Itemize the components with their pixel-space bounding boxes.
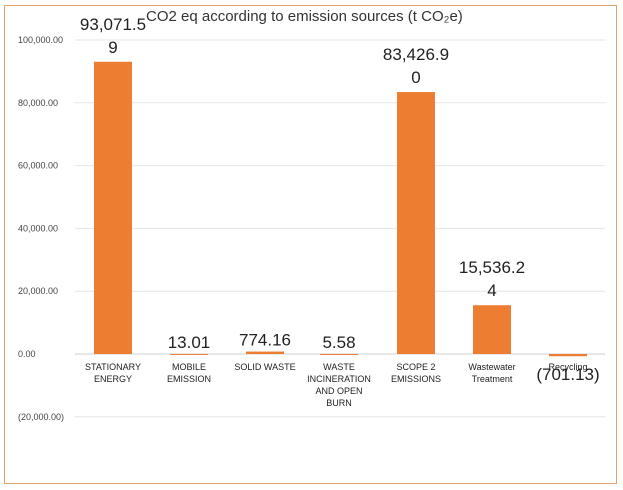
bar [549,354,587,357]
data-label: 83,426.9 0 [383,45,449,87]
y-tick-label: 60,000.00 [18,161,58,171]
data-label: (701.13) [536,365,599,384]
bar [94,61,132,354]
x-tick-label: Recycling [548,362,587,372]
bar [473,305,511,354]
bar [246,351,284,354]
x-tick-label: Wastewater Treatment [468,362,515,384]
x-tick-label: SCOPE 2 EMISSIONS [391,362,441,384]
x-tick-label: MOBILE EMISSION [167,362,211,384]
bar [170,353,208,355]
data-label: 774.16 [239,331,291,350]
x-tick-label: STATIONARY ENERGY [85,362,141,384]
data-label: 13.01 [168,333,211,352]
y-tick-label: (20,000.00) [18,412,64,422]
x-tick-label: SOLID WASTE [234,362,295,372]
y-tick-label: 0.00 [18,349,36,359]
data-label: 93,071.5 9 [80,15,146,57]
y-tick-label: 40,000.00 [18,223,58,233]
y-tick-label: 20,000.00 [18,286,58,296]
data-label: 15,536.2 4 [459,258,525,300]
y-tick-label: 100,000.00 [18,35,63,45]
y-tick-label: 80,000.00 [18,98,58,108]
data-label: 5.58 [322,333,355,352]
bar [397,92,435,354]
chart-title: CO2 eq according to emission sources (t … [146,8,463,25]
bar [320,353,358,355]
x-tick-label: WASTE INCINERATION AND OPEN BURN [307,362,371,408]
